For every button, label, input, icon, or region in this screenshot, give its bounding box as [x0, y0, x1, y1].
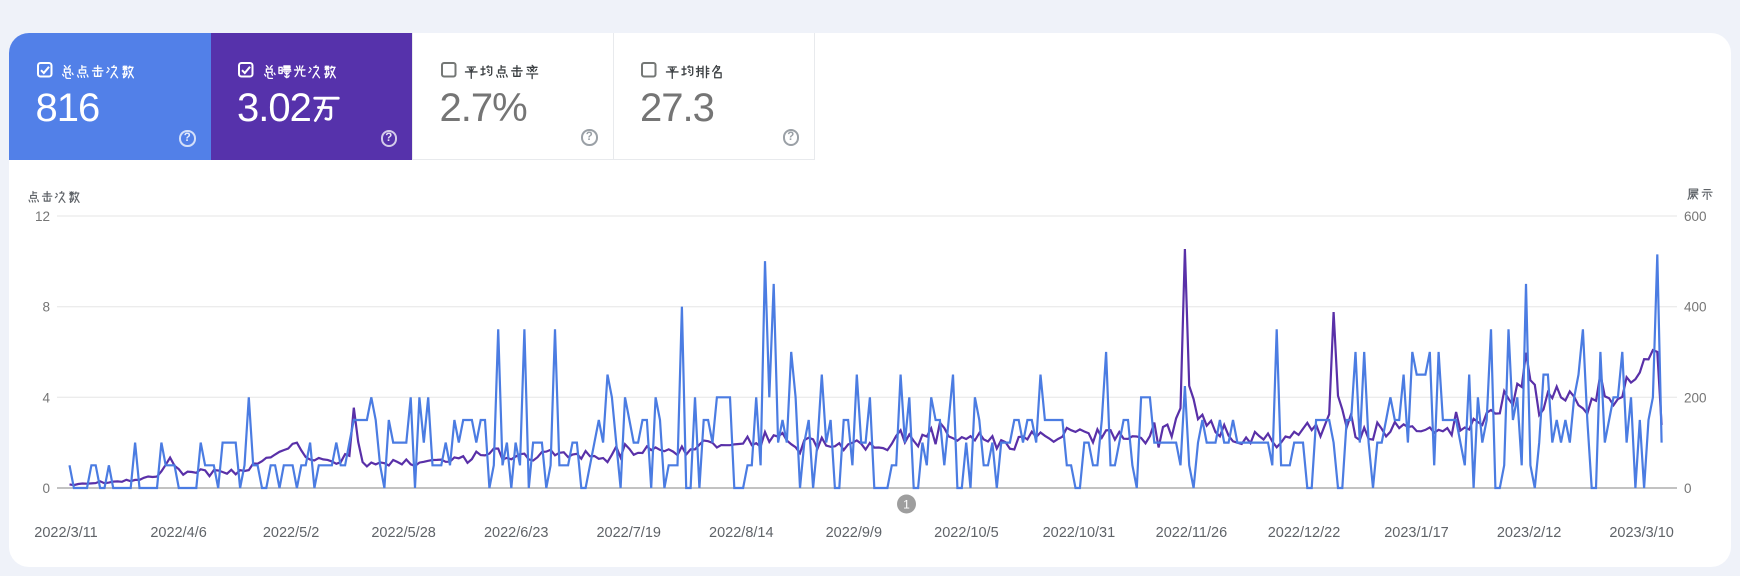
svg-text:2022/7/19: 2022/7/19 — [596, 525, 661, 541]
svg-text:2023/3/10: 2023/3/10 — [1609, 525, 1674, 541]
svg-text:2022/4/6: 2022/4/6 — [150, 525, 206, 541]
svg-text:2022/5/2: 2022/5/2 — [263, 525, 319, 541]
svg-text:2022/10/5: 2022/10/5 — [934, 525, 999, 541]
svg-text:2022/5/28: 2022/5/28 — [371, 525, 436, 541]
svg-text:2022/9/9: 2022/9/9 — [826, 525, 882, 541]
svg-text:2022/3/11: 2022/3/11 — [34, 525, 97, 541]
svg-text:400: 400 — [1684, 300, 1707, 315]
svg-text:2023/1/17: 2023/1/17 — [1384, 525, 1449, 541]
svg-text:2022/12/22: 2022/12/22 — [1268, 525, 1341, 541]
svg-text:0: 0 — [1684, 481, 1692, 496]
svg-text:2022/10/31: 2022/10/31 — [1043, 525, 1116, 541]
svg-text:0: 0 — [42, 481, 50, 496]
svg-text:2023/2/12: 2023/2/12 — [1497, 525, 1562, 541]
svg-text:200: 200 — [1684, 390, 1707, 405]
svg-text:2022/8/14: 2022/8/14 — [709, 525, 774, 541]
svg-text:8: 8 — [42, 300, 50, 315]
svg-text:1: 1 — [903, 498, 910, 512]
svg-text:2022/11/26: 2022/11/26 — [1156, 525, 1228, 541]
svg-text:12: 12 — [35, 209, 50, 224]
svg-text:4: 4 — [42, 390, 50, 405]
svg-text:600: 600 — [1684, 209, 1707, 224]
svg-text:2022/6/23: 2022/6/23 — [484, 525, 549, 541]
